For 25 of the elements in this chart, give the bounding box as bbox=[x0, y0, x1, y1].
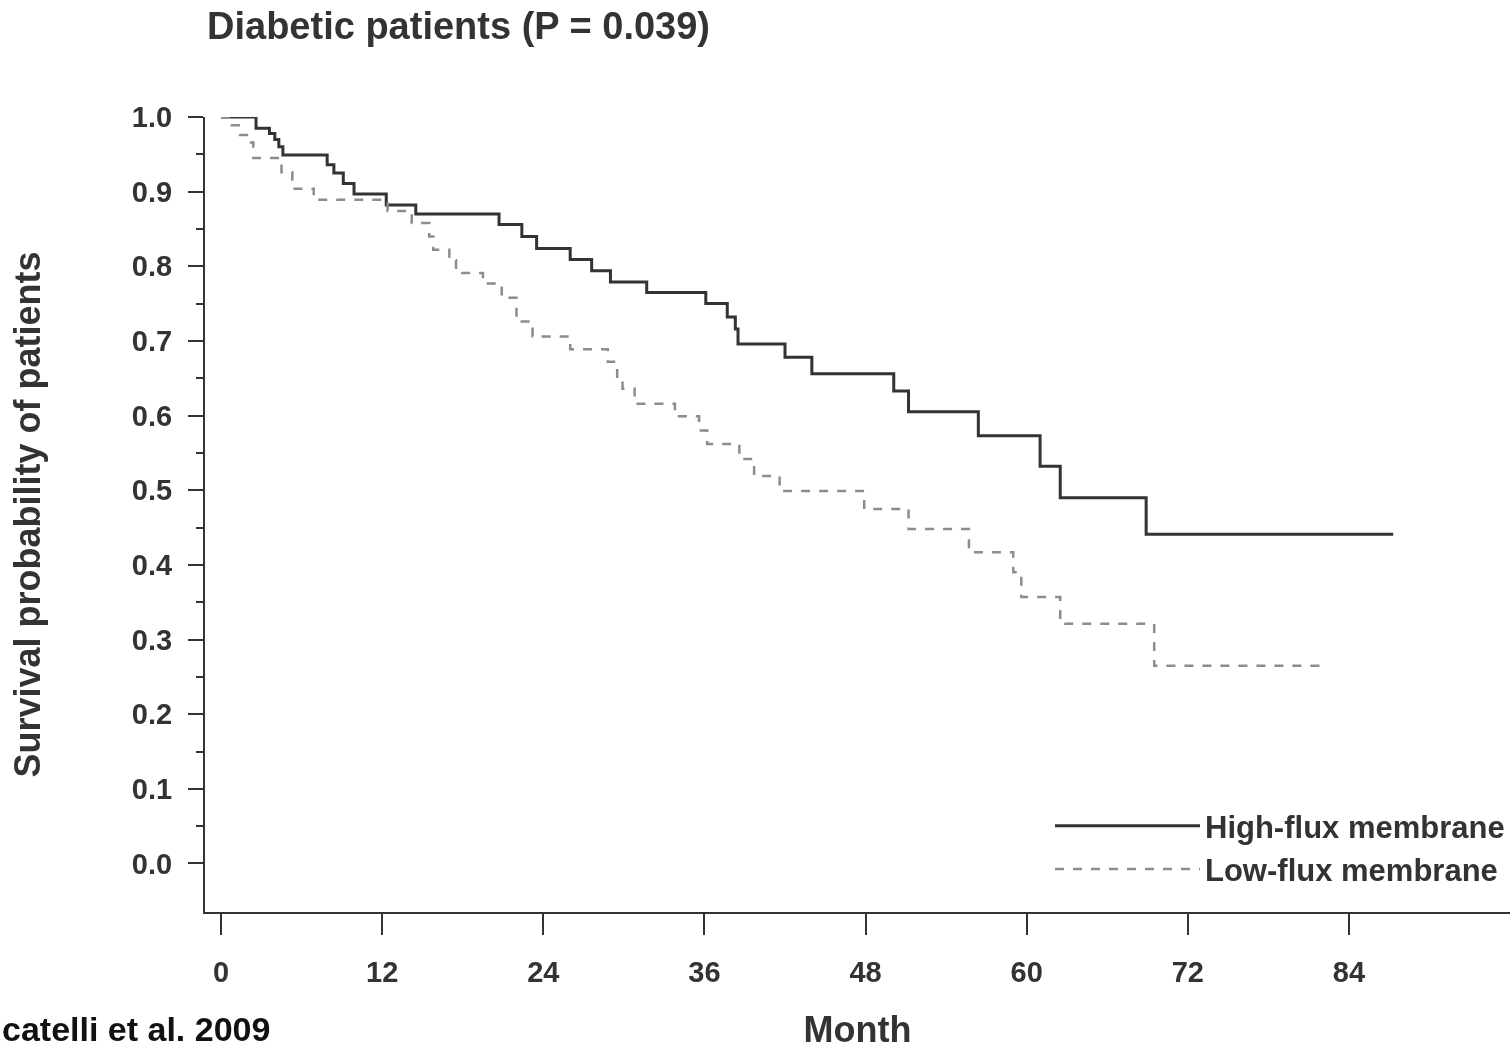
y-tick-label: 0.1 bbox=[131, 772, 173, 805]
y-tick-label: 0.3 bbox=[131, 623, 173, 656]
legend-label: High-flux membrane bbox=[1205, 809, 1505, 845]
x-tick-label: 12 bbox=[366, 955, 399, 988]
y-tick-label: 0.7 bbox=[131, 325, 173, 358]
x-tick-label: 72 bbox=[1171, 955, 1204, 988]
y-tick-label: 0.2 bbox=[131, 698, 173, 731]
y-tick-label: 0.0 bbox=[131, 847, 173, 880]
x-tick-label: 48 bbox=[849, 955, 882, 988]
x-tick-label: 60 bbox=[1010, 955, 1043, 988]
text: catelli et al. 2009 bbox=[2, 1010, 271, 1048]
chart-title: Diabetic patients (P = 0.039) bbox=[207, 5, 710, 48]
legend-label: Low-flux membrane bbox=[1205, 853, 1498, 889]
y-tick-label: 0.9 bbox=[131, 175, 173, 208]
x-tick-label: 84 bbox=[1332, 955, 1366, 988]
x-tick-label: 0 bbox=[213, 955, 230, 988]
y-tick-label: 0.4 bbox=[131, 549, 173, 582]
x-tick-label: 24 bbox=[527, 955, 560, 988]
y-tick-label: 0.5 bbox=[131, 474, 173, 507]
y-tick-label: 0.8 bbox=[131, 250, 173, 283]
x-tick-label: 36 bbox=[688, 955, 721, 988]
y-tick-label: 0.6 bbox=[131, 399, 173, 432]
y-tick-label: 1.0 bbox=[131, 101, 173, 134]
x-axis-title: Month bbox=[803, 1009, 912, 1050]
y-axis-title: Survival probability of patients bbox=[7, 251, 49, 778]
